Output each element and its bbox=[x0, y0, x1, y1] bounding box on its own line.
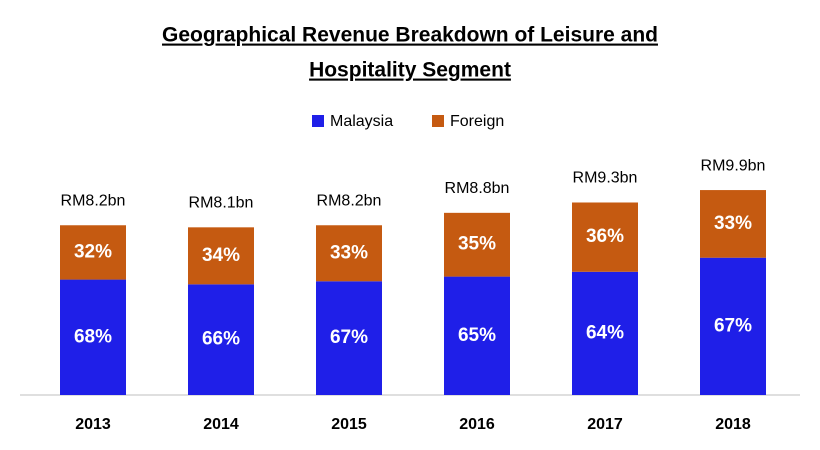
data-label: 68% bbox=[74, 326, 112, 347]
x-tick-label: 2018 bbox=[715, 416, 751, 433]
total-label: RM9.9bn bbox=[701, 157, 766, 174]
data-label: 65% bbox=[458, 325, 496, 346]
data-label: 64% bbox=[586, 322, 624, 343]
data-label: 33% bbox=[714, 213, 752, 234]
bar-segment bbox=[188, 227, 254, 285]
total-label: RM8.8bn bbox=[445, 180, 510, 197]
data-label: 33% bbox=[330, 242, 368, 263]
legend-label: Malaysia bbox=[330, 113, 393, 130]
bar-segment bbox=[316, 225, 382, 282]
legend-swatch bbox=[432, 115, 444, 127]
chart-title: Geographical Revenue Breakdown of Leisur… bbox=[162, 24, 658, 47]
bar-segment bbox=[60, 279, 126, 395]
x-tick-label: 2015 bbox=[331, 416, 367, 433]
bar-segment bbox=[700, 190, 766, 258]
chart-title: Hospitality Segment bbox=[309, 59, 511, 82]
data-label: 67% bbox=[714, 315, 752, 336]
data-label: 35% bbox=[458, 234, 496, 255]
total-label: RM9.3bn bbox=[573, 170, 638, 187]
total-label: RM8.1bn bbox=[189, 195, 254, 212]
bar-segment bbox=[188, 284, 254, 395]
x-tick-label: 2014 bbox=[203, 416, 239, 433]
total-label: RM8.2bn bbox=[61, 192, 126, 209]
bar-segment bbox=[572, 271, 638, 395]
bar-segment bbox=[316, 281, 382, 395]
bar-segment bbox=[444, 212, 510, 277]
data-label: 34% bbox=[202, 245, 240, 266]
data-label: 66% bbox=[202, 329, 240, 350]
total-label: RM8.2bn bbox=[317, 192, 382, 209]
bar-segment bbox=[444, 276, 510, 395]
x-tick-label: 2016 bbox=[459, 416, 495, 433]
bar-segment bbox=[700, 257, 766, 395]
legend-swatch bbox=[312, 115, 324, 127]
legend-label: Foreign bbox=[450, 113, 504, 130]
data-label: 67% bbox=[330, 327, 368, 348]
data-label: 32% bbox=[74, 241, 112, 262]
x-tick-label: 2013 bbox=[75, 416, 111, 433]
x-tick-label: 2017 bbox=[587, 416, 623, 433]
bar-segment bbox=[572, 202, 638, 272]
bar-segment bbox=[60, 225, 126, 280]
data-label: 36% bbox=[586, 226, 624, 247]
